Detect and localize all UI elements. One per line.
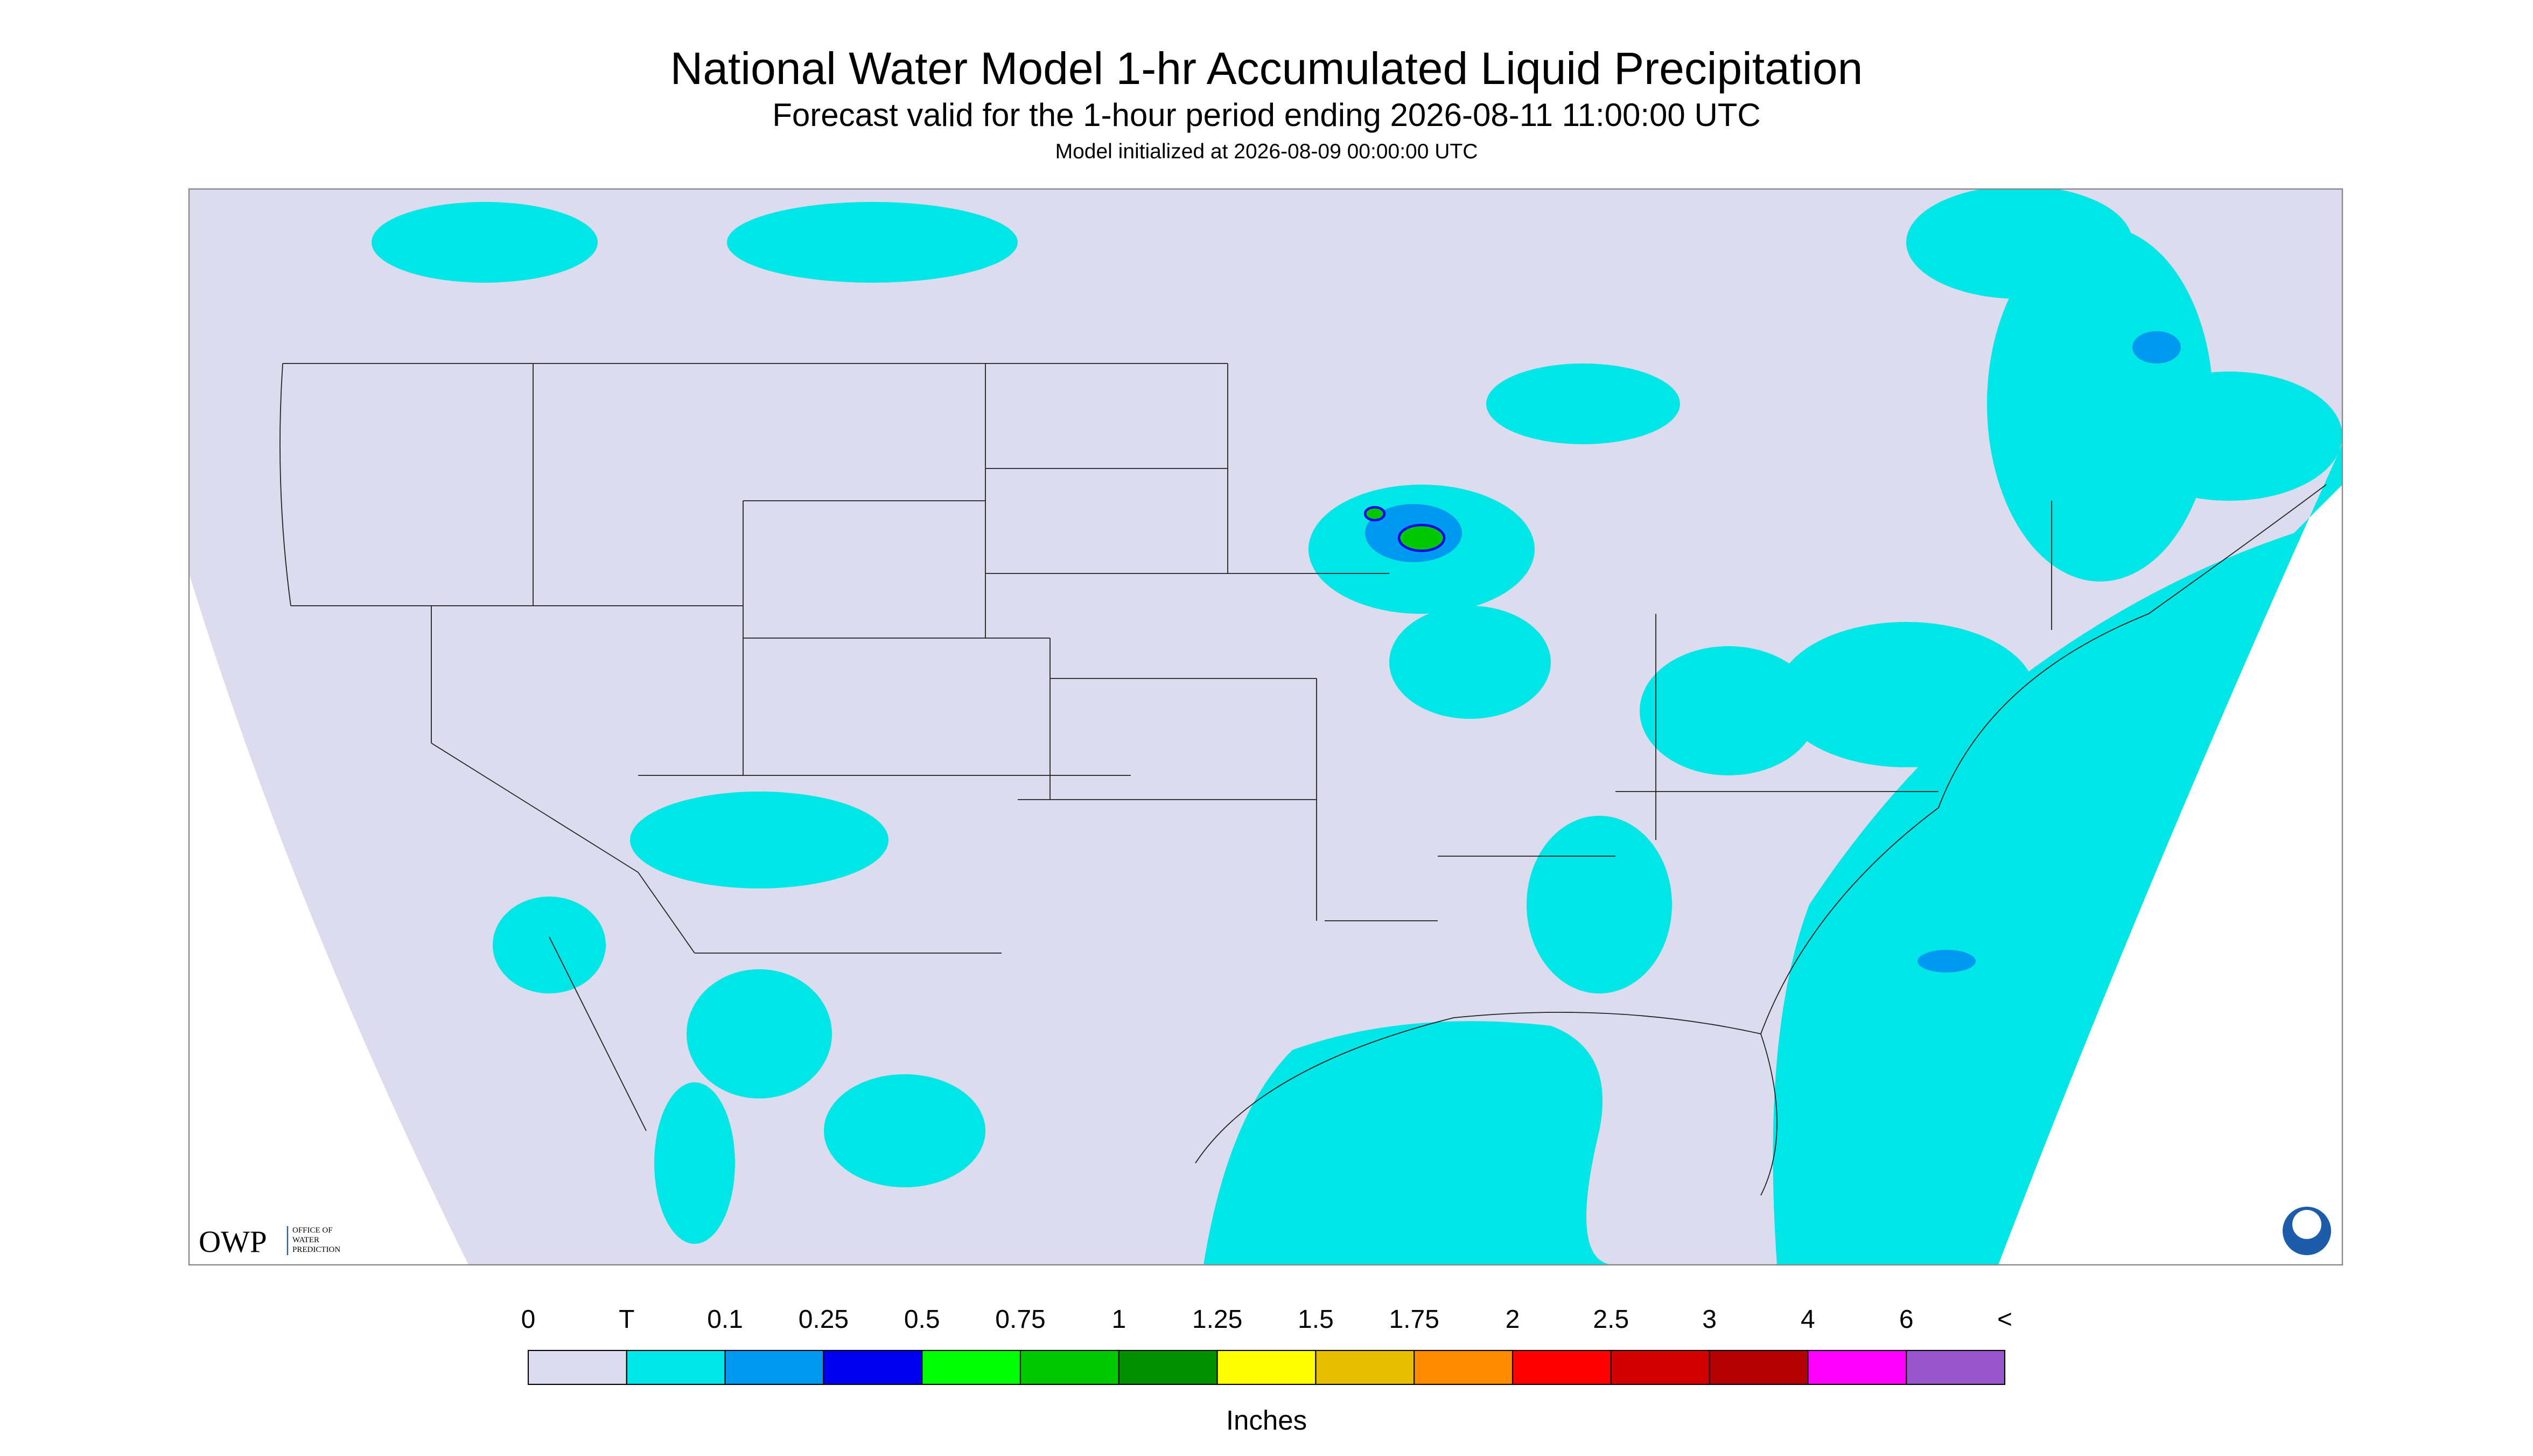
owp-office-line: WATER <box>292 1236 319 1244</box>
map: OWP OFFICE OF WATER PREDICTION <box>188 188 2343 1266</box>
map-frame <box>188 188 2343 1266</box>
precip-areas <box>372 189 2342 1265</box>
legend-label: 0.75 <box>995 1305 1045 1334</box>
legend-label: 0.25 <box>799 1305 849 1334</box>
legend-swatch <box>527 1349 627 1385</box>
legend-swatch <box>1807 1349 1907 1385</box>
legend-swatch <box>1315 1349 1415 1385</box>
precip-max <box>1363 506 1446 552</box>
legend-label: T <box>619 1305 634 1334</box>
legend-swatch <box>1019 1349 1119 1385</box>
legend-label: 1.25 <box>1192 1305 1242 1334</box>
legend-label: 1.5 <box>1298 1305 1334 1334</box>
owp-logo: OWP <box>199 1225 267 1259</box>
boundaries <box>279 363 2327 1196</box>
subtitle: Forecast valid for the 1-hour period end… <box>772 97 1761 133</box>
legend-units: Inches <box>1226 1405 1307 1436</box>
legend-label: 4 <box>1801 1305 1815 1334</box>
legend-swatch <box>1118 1349 1218 1385</box>
owp-office-line: PREDICTION <box>292 1245 340 1254</box>
legend-swatch <box>626 1349 726 1385</box>
legend-label: 2 <box>1506 1305 1520 1334</box>
legend-swatch <box>1512 1349 1612 1385</box>
legend-swatch <box>1610 1349 1710 1385</box>
legend-label: 3 <box>1702 1305 1717 1334</box>
legend-swatch <box>1906 1349 2006 1385</box>
legend: 0 T 0.1 0.25 0.5 0.75 1 1.25 1.5 1.75 2 2.5 3 4 6 < <box>521 1305 2012 1385</box>
legend-label: < <box>1997 1305 2012 1334</box>
legend-swatch <box>1414 1349 1514 1385</box>
legend-label: 0.1 <box>707 1305 743 1334</box>
legend-label: 2.5 <box>1593 1305 1629 1334</box>
owp-office-line: OFFICE OF <box>292 1226 333 1235</box>
legend-swatch <box>1216 1349 1317 1385</box>
legend-swatch <box>1709 1349 1809 1385</box>
legend-label: 1.75 <box>1389 1305 1439 1334</box>
legend-label: 0 <box>521 1305 536 1334</box>
title: National Water Model 1-hr Accumulated Li… <box>670 43 1863 94</box>
legend-swatch <box>724 1349 824 1385</box>
init-time: Model initialized at 2026-08-09 00:00:00… <box>1055 140 1478 163</box>
legend-swatch <box>921 1349 1021 1385</box>
noaa-logo-inner <box>2292 1210 2321 1239</box>
legend-label: 1 <box>1111 1305 1126 1334</box>
legend-label: 0.5 <box>904 1305 940 1334</box>
legend-label: 6 <box>1899 1305 1914 1334</box>
legend-swatch <box>823 1349 923 1385</box>
